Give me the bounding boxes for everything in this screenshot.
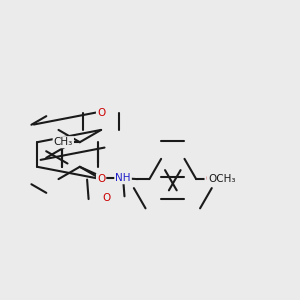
Text: OCH₃: OCH₃ (208, 174, 236, 184)
Text: O: O (206, 174, 214, 184)
Text: O: O (97, 174, 105, 184)
Text: O: O (97, 107, 105, 118)
Text: O: O (102, 193, 111, 203)
Text: CH₃: CH₃ (54, 137, 73, 147)
Text: NH: NH (115, 173, 131, 183)
